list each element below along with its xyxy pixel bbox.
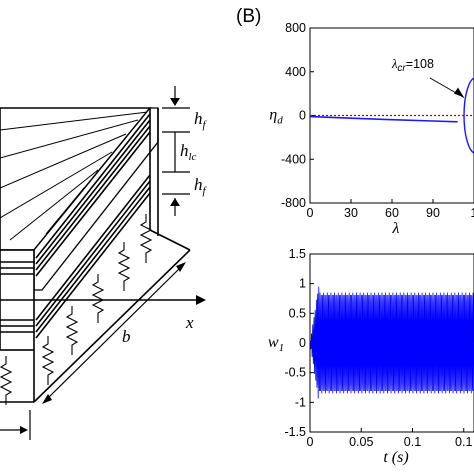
series-line-eta	[309, 115, 458, 123]
x-tick-label: 0	[307, 435, 314, 449]
x-tick-label: 0.05	[349, 435, 373, 449]
y-tick-label: -1.5	[284, 425, 306, 439]
critical-region-ellipse	[463, 77, 474, 154]
y-tick-label: 0	[299, 109, 306, 123]
x-axis-label: t (s)	[383, 449, 408, 466]
x-tick-label: 90	[426, 206, 440, 220]
panel-b-label: (B)	[236, 6, 261, 27]
x-tick-label: 1	[471, 206, 474, 220]
annotation-lambda-cr: λcr=108	[391, 57, 434, 74]
y-axis-label: ηd	[269, 107, 283, 127]
label-x-axis: x	[185, 313, 194, 332]
y-tick-label: -1	[295, 395, 306, 409]
label-hlc: hlc	[180, 141, 197, 163]
label-b-dimension: b	[122, 327, 131, 346]
y-tick-label: -0.5	[284, 366, 306, 380]
label-hf-bottom: hf	[194, 175, 208, 197]
y-tick-label: 1	[299, 277, 306, 291]
y-tick-label: -400	[281, 152, 306, 166]
y-tick-label: 0.5	[289, 306, 306, 320]
series-line-w1	[309, 286, 474, 399]
y-tick-label: 800	[285, 21, 306, 35]
x-tick-label: 0.1	[404, 435, 421, 449]
label-hf-top: hf	[194, 109, 208, 131]
y-tick-label: 0	[299, 336, 306, 350]
x-tick-label: 30	[344, 206, 358, 220]
y-tick-label: 1.5	[289, 247, 306, 261]
y-tick-label: -800	[281, 196, 306, 210]
x-tick-label: 60	[385, 206, 399, 220]
y-tick-label: 400	[285, 65, 306, 79]
y-axis-label: w1	[268, 334, 284, 354]
annotation-arrowhead	[454, 87, 464, 98]
x-tick-label: 0	[307, 206, 314, 220]
x-axis-label: λ	[392, 220, 400, 237]
x-tick-label: 0.1	[455, 435, 472, 449]
sandwich-plate-schematic	[0, 86, 206, 440]
